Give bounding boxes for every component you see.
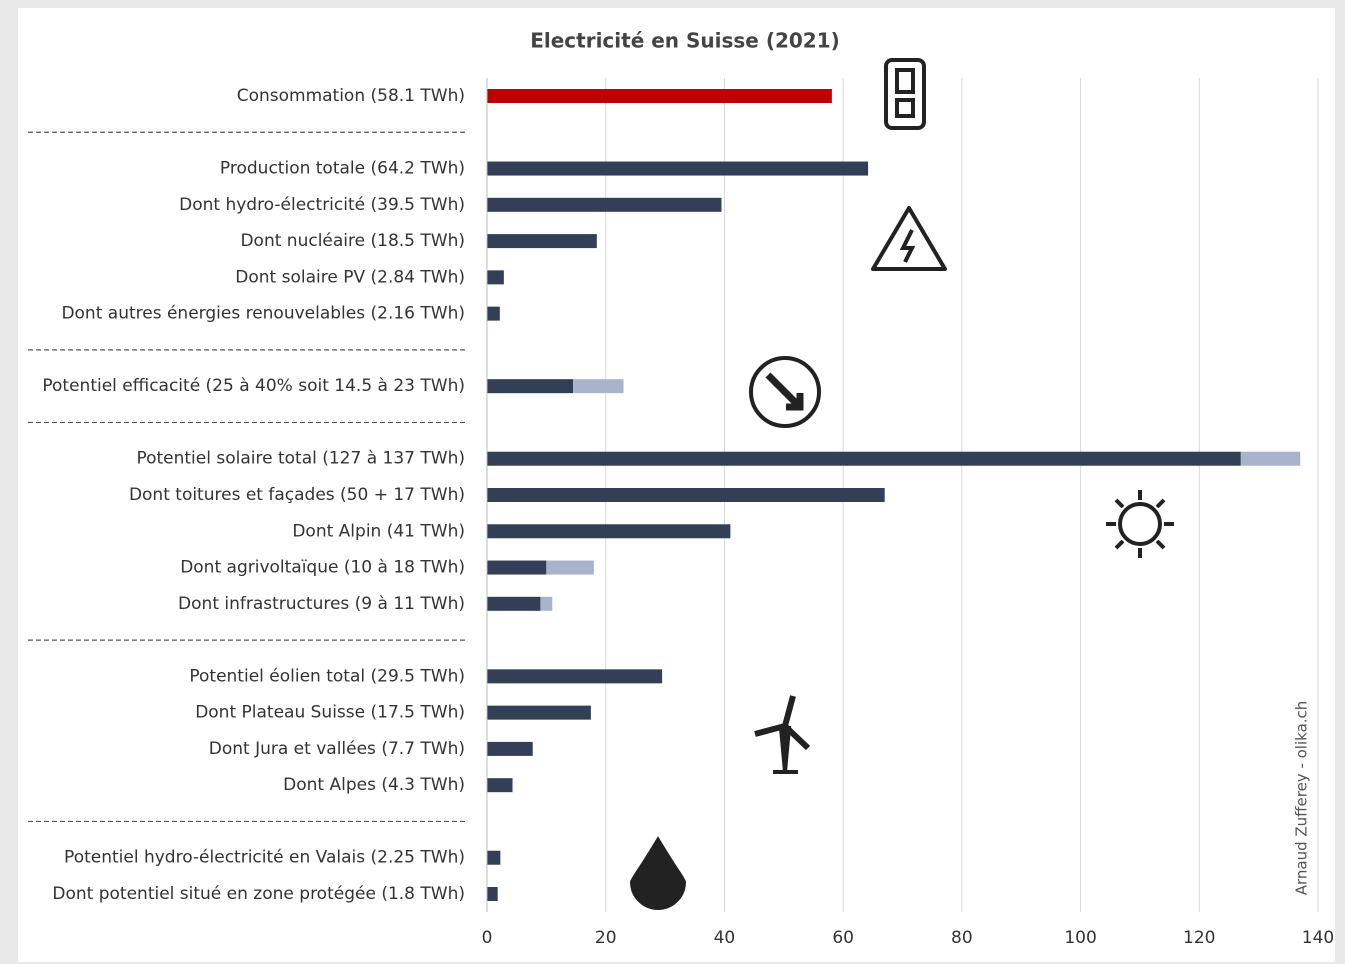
switch-icon-part (895, 98, 915, 118)
x-tick-label: 0 (482, 928, 493, 948)
credit: Arnaud Zufferey - olika.ch (1293, 701, 1311, 896)
bar (487, 89, 832, 103)
bar (487, 197, 722, 212)
bar (487, 560, 547, 575)
switch-icon-part (895, 68, 915, 94)
bar (573, 379, 624, 394)
y-tick-label: Dont Alpin (41 TWh) (292, 521, 465, 541)
sun-icon (1118, 502, 1162, 546)
bar (1240, 451, 1301, 466)
arrow-icon (765, 372, 804, 411)
y-tick-label: Potentiel efficacité (25 à 40% soit 14.5… (42, 376, 465, 396)
y-tick-label: Dont toitures et façades (50 + 17 TWh) (129, 485, 465, 505)
bar (487, 161, 869, 176)
x-tick-label: 60 (832, 928, 854, 948)
switch-icon (884, 58, 926, 130)
y-tick-label: Potentiel hydro-électricité en Valais (2… (64, 848, 465, 868)
bar (487, 778, 513, 793)
efficiency-icon (749, 356, 821, 428)
bar (487, 887, 498, 901)
bar (487, 850, 501, 865)
bar (487, 234, 597, 249)
chart-title: Electricité en Suisse (2021) (530, 29, 840, 53)
bar (487, 270, 504, 285)
sun-rays (1106, 490, 1174, 558)
y-tick-label: Dont agrivoltaïque (10 à 18 TWh) (180, 558, 465, 578)
y-tick-label: Dont Plateau Suisse (17.5 TWh) (195, 703, 465, 723)
bar (487, 524, 731, 539)
y-tick-label: Potentiel éolien total (29.5 TWh) (189, 666, 465, 686)
y-tick-label: Dont nucléaire (18.5 TWh) (240, 231, 465, 251)
x-tick-label: 140 (1302, 928, 1334, 948)
y-tick-label: Dont solaire PV (2.84 TWh) (235, 267, 465, 287)
x-tick-label: 80 (951, 928, 973, 948)
y-tick-label: Dont potentiel situé en zone protégée (1… (52, 884, 465, 904)
bar (487, 669, 663, 684)
x-tick-label: 20 (595, 928, 617, 948)
bolt-icon (899, 229, 916, 263)
bar (487, 306, 500, 321)
x-tick-label: 40 (714, 928, 736, 948)
bar (487, 596, 541, 611)
y-tick-label: Dont infrastructures (9 à 11 TWh) (178, 594, 465, 614)
icons (629, 58, 1174, 910)
x-tick-label: 100 (1064, 928, 1096, 948)
y-tick-label: Consommation (58.1 TWh) (237, 86, 465, 106)
bar (487, 741, 533, 756)
y-tick-label: Dont autres énergies renouvelables (2.16… (61, 304, 465, 324)
x-tick-label: 120 (1183, 928, 1215, 948)
wind-blades (754, 695, 811, 751)
y-tick-label: Production totale (64.2 TWh) (220, 159, 465, 179)
drop-icon (629, 836, 687, 910)
bar (546, 560, 594, 575)
y-tick-label: Dont hydro-électricité (39.5 TWh) (179, 195, 465, 215)
y-tick-label: Dont Alpes (4.3 TWh) (283, 775, 465, 795)
bar (487, 488, 885, 502)
bar (487, 705, 591, 720)
y-tick-label: Potentiel solaire total (127 à 137 TWh) (136, 449, 465, 469)
bar (487, 379, 574, 394)
y-tick-label: Dont Jura et vallées (7.7 TWh) (209, 739, 465, 759)
bar (540, 596, 553, 611)
danger-icon (871, 206, 947, 271)
bar (487, 451, 1241, 466)
